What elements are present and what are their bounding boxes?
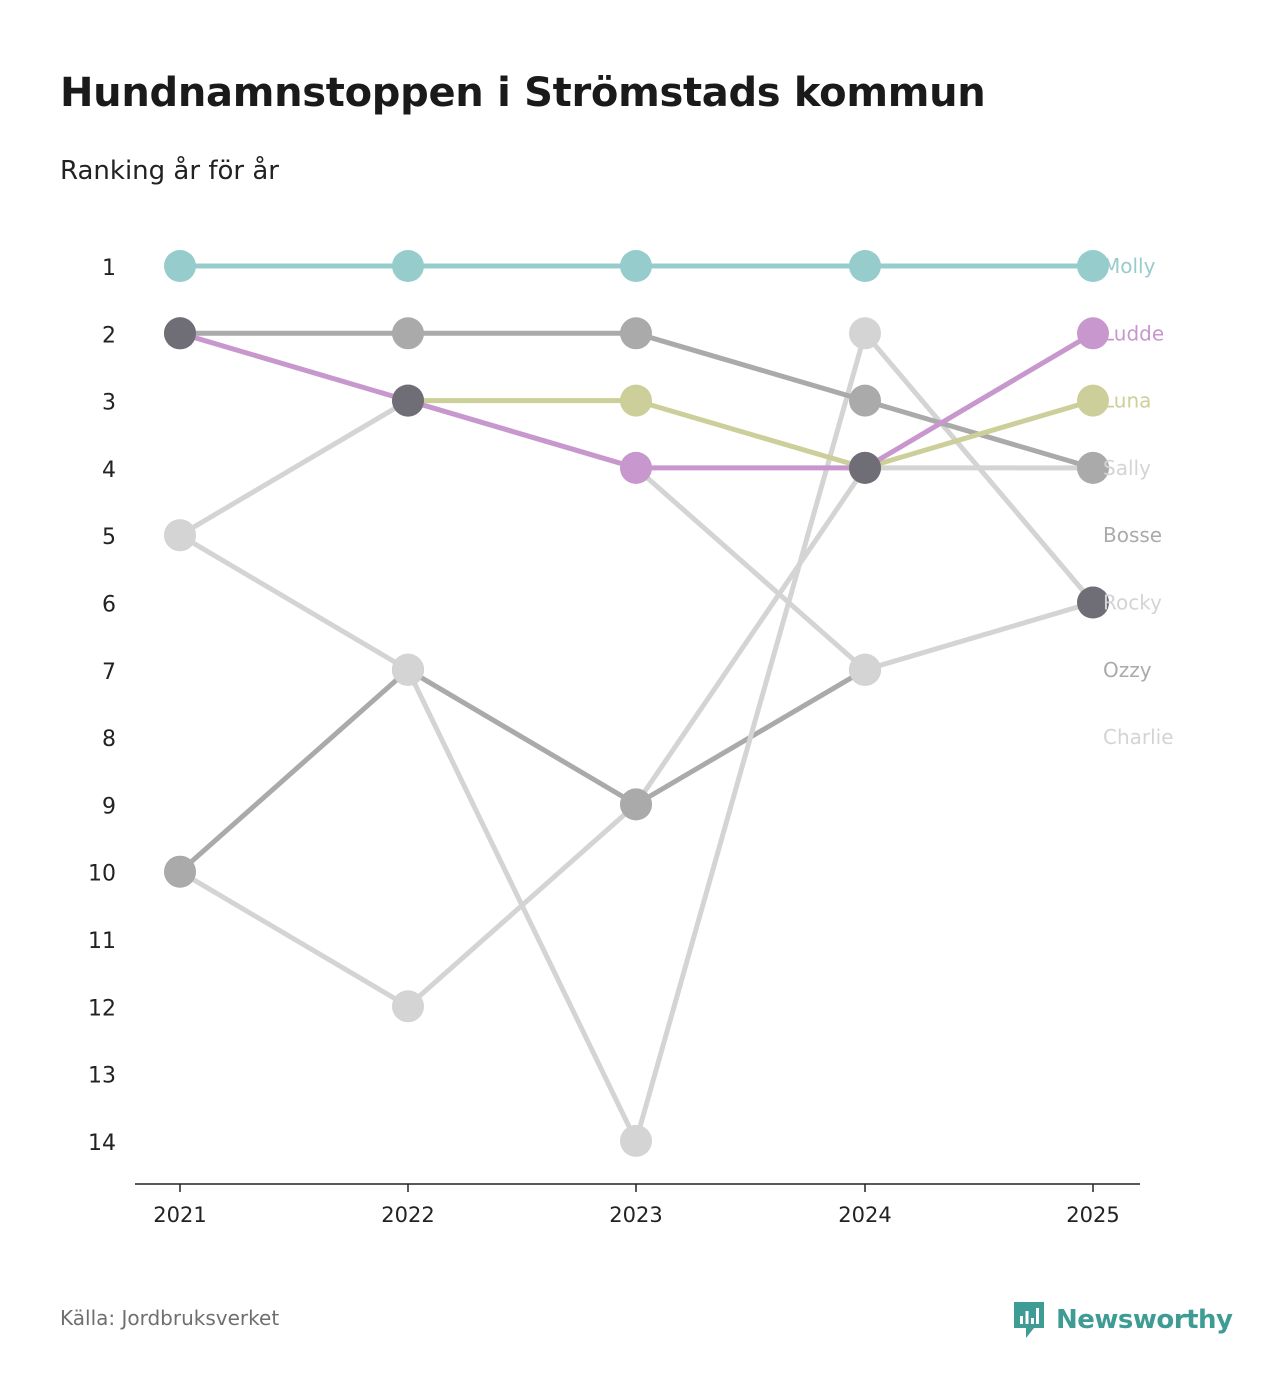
x-tick-label: 2025 [1066, 1203, 1119, 1227]
series-label-charlie: Charlie [1103, 725, 1174, 749]
x-tick-label: 2021 [153, 1203, 206, 1227]
point-ludde [620, 451, 652, 484]
point-rocky [849, 317, 881, 350]
newsworthy-logo-icon [1014, 1302, 1044, 1338]
series-line-sally [862, 600, 1096, 673]
chart-subtitle: Ranking år för år [60, 156, 279, 186]
point-bosse [1077, 451, 1109, 484]
series-line-rocky [177, 532, 411, 673]
point-ozzy [164, 855, 196, 888]
series-line-ozzy [177, 667, 411, 875]
point-highlight [392, 384, 424, 417]
point-rocky [392, 653, 424, 686]
y-tick-label: 14 [88, 1131, 116, 1156]
series-label-sally: Sally [1103, 456, 1151, 480]
series-line-rocky [633, 330, 868, 1144]
series-line-ludde [177, 330, 411, 404]
point-luna [620, 384, 652, 417]
point-sally [849, 653, 881, 686]
series-label-rocky: Rocky [1103, 591, 1162, 615]
point-bosse [620, 317, 652, 350]
series-line-sally [633, 465, 868, 673]
point-charlie [392, 990, 424, 1023]
y-tick-label: 11 [88, 929, 116, 954]
series-line-luna [862, 398, 1096, 471]
series-label-ozzy: Ozzy [1103, 658, 1152, 682]
series-label-ludde: Ludde [1103, 321, 1164, 345]
point-luna [1077, 384, 1109, 417]
y-tick-label: 6 [102, 593, 116, 618]
series-line-rocky [862, 330, 1096, 605]
x-tick-label: 2024 [838, 1203, 891, 1227]
brand-logo: Newsworthy [1012, 1300, 1233, 1340]
y-tick-label: 7 [102, 660, 116, 685]
point-molly [164, 250, 196, 282]
point-highlight [164, 317, 196, 350]
point-molly [620, 250, 652, 282]
series-line-bosse [633, 330, 868, 404]
point-ozzy [620, 788, 652, 821]
point-ludde [1077, 317, 1109, 350]
series-line-charlie [177, 869, 411, 1009]
y-tick-label: 13 [88, 1064, 116, 1089]
x-tick-label: 2022 [381, 1203, 434, 1227]
point-highlight [1077, 586, 1109, 619]
point-molly [849, 250, 881, 282]
brand-name: Newsworthy [1056, 1305, 1233, 1335]
series-line-ludde [405, 398, 639, 471]
y-tick-label: 1 [102, 256, 116, 281]
point-highlight [849, 451, 881, 484]
point-molly [392, 250, 424, 282]
series-line-luna [633, 398, 868, 471]
point-bosse [392, 317, 424, 350]
series-line-rocky [405, 667, 639, 1144]
point-bosse [849, 384, 881, 417]
y-tick-label: 12 [88, 996, 116, 1021]
series-line-ludde [862, 330, 1096, 471]
series-label-molly: Molly [1103, 254, 1156, 278]
y-tick-label: 9 [102, 794, 116, 819]
y-tick-label: 10 [88, 862, 116, 887]
y-tick-label: 4 [102, 458, 116, 483]
y-tick-label: 5 [102, 525, 116, 550]
series-label-bosse: Bosse [1103, 523, 1162, 547]
point-molly [1077, 250, 1109, 282]
chart-title: Hundnamnstoppen i Strömstads kommun [60, 70, 986, 116]
y-tick-label: 3 [102, 391, 116, 416]
y-tick-label: 8 [102, 727, 116, 752]
point-sally [164, 519, 196, 552]
series-label-luna: Luna [1103, 389, 1151, 413]
x-tick-label: 2023 [609, 1203, 662, 1227]
y-tick-label: 2 [102, 323, 116, 348]
series-line-charlie [633, 465, 868, 807]
series-line-sally [177, 398, 411, 538]
source-note: Källa: Jordbruksverket [60, 1306, 280, 1330]
series-line-ozzy [405, 667, 639, 807]
point-rocky [620, 1124, 652, 1157]
